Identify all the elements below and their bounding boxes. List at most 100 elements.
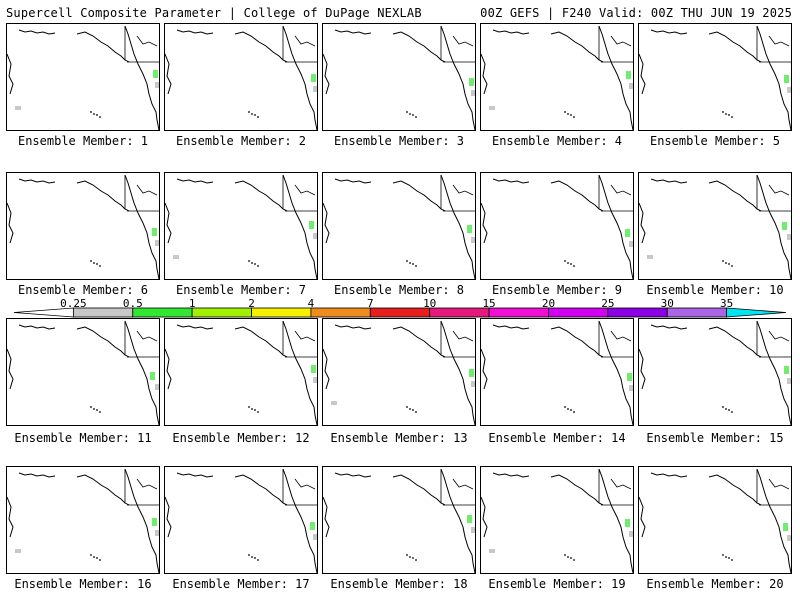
ensemble-map-panel xyxy=(638,23,792,131)
coastline-asia xyxy=(639,202,646,244)
scp-shading xyxy=(152,518,157,526)
hawaii-island xyxy=(567,113,569,115)
aleutian-islands xyxy=(334,29,372,35)
scp-shading xyxy=(467,515,472,523)
scp-shading xyxy=(467,225,472,233)
hawaii-island xyxy=(573,116,575,118)
coastline-alaska xyxy=(76,31,130,63)
hawaii-island xyxy=(96,409,98,411)
ensemble-map-panel xyxy=(638,172,792,280)
aleutian-islands xyxy=(334,178,372,184)
coastline-alaska xyxy=(708,474,762,506)
ensemble-map-panel xyxy=(480,318,634,426)
map-outline xyxy=(323,468,475,573)
ensemble-member-label: Ensemble Member: 15 xyxy=(646,431,784,445)
coastline-asia xyxy=(7,348,14,390)
hawaii-island xyxy=(415,116,417,118)
scp-shading xyxy=(469,78,474,86)
coastline-alaska xyxy=(234,474,288,506)
ensemble-member-label: Ensemble Member: 9 xyxy=(491,283,623,297)
hawaii-island xyxy=(725,262,727,264)
ensemble-map-panel xyxy=(480,172,634,280)
ensemble-map-panel xyxy=(638,466,792,574)
hawaii-island xyxy=(99,265,101,267)
scp-shading xyxy=(469,369,474,377)
coastline-asia xyxy=(7,496,14,538)
coastline-alaska xyxy=(392,180,446,212)
coastline-north-america xyxy=(756,468,791,573)
coastline-asia xyxy=(323,348,330,390)
scp-shading xyxy=(489,549,495,553)
hawaii-island xyxy=(96,557,98,559)
hawaii-island xyxy=(90,260,92,262)
hawaii-island xyxy=(728,263,730,265)
aleutian-islands xyxy=(176,29,214,35)
ensemble-member-label: Ensemble Member: 4 xyxy=(491,134,623,148)
map-outline xyxy=(481,174,633,279)
ensemble-member-label: Ensemble Member: 7 xyxy=(175,283,307,297)
map-outline xyxy=(165,320,317,425)
colorbar-segment xyxy=(251,307,312,318)
arctic-coast xyxy=(768,330,790,342)
hawaii-island xyxy=(731,116,733,118)
coastline-north-america xyxy=(756,174,791,279)
arctic-coast xyxy=(294,184,316,196)
aleutian-islands xyxy=(18,324,56,330)
ensemble-map-panel xyxy=(6,172,160,280)
colorbar-tick-label: 2 xyxy=(248,297,255,310)
coastline-asia xyxy=(323,53,330,95)
scp-shading xyxy=(313,377,317,383)
hawaii-island xyxy=(564,260,566,262)
arctic-coast xyxy=(294,35,316,47)
hawaii-island xyxy=(96,114,98,116)
map-outline xyxy=(165,25,317,130)
hawaii-island xyxy=(573,265,575,267)
hawaii-island xyxy=(90,111,92,113)
scp-shading xyxy=(783,523,788,531)
hawaii-island xyxy=(728,114,730,116)
hawaii-island xyxy=(248,406,250,408)
scp-shading xyxy=(782,222,787,230)
coastline-alaska xyxy=(550,474,604,506)
map-outline xyxy=(7,174,159,279)
hawaii-island xyxy=(99,559,101,561)
hawaii-island xyxy=(406,111,408,113)
coastline-north-america xyxy=(282,468,317,573)
ensemble-member-label: Ensemble Member: 13 xyxy=(330,431,468,445)
ensemble-member-label: Ensemble Member: 5 xyxy=(649,134,781,148)
coastline-north-america xyxy=(598,25,633,130)
scp-shading xyxy=(787,234,791,240)
ensemble-member-label: Ensemble Member: 14 xyxy=(488,431,626,445)
hawaii-island xyxy=(254,409,256,411)
hawaii-island xyxy=(415,411,417,413)
scp-shading xyxy=(313,86,317,92)
scp-shading xyxy=(784,366,789,374)
arctic-coast xyxy=(610,184,632,196)
hawaii-island xyxy=(570,557,572,559)
coastline-alaska xyxy=(234,31,288,63)
hawaii-island xyxy=(567,408,569,410)
scp-shading xyxy=(155,240,159,246)
map-outline xyxy=(481,25,633,130)
aleutian-islands xyxy=(334,324,372,330)
aleutian-islands xyxy=(650,472,688,478)
scp-shading xyxy=(787,378,791,384)
hawaii-island xyxy=(251,113,253,115)
hawaii-island xyxy=(412,409,414,411)
hawaii-island xyxy=(573,411,575,413)
coastline-asia xyxy=(165,496,172,538)
ensemble-map-panel xyxy=(164,23,318,131)
aleutian-islands xyxy=(492,29,530,35)
run-valid-time: 00Z GEFS | F240 Valid: 00Z THU JUN 19 20… xyxy=(480,6,792,20)
colorbar-tick-label: 1 xyxy=(188,297,196,310)
arctic-coast xyxy=(136,184,158,196)
scp-shading xyxy=(626,71,631,79)
colorbar-segment xyxy=(191,307,252,318)
hawaii-island xyxy=(570,409,572,411)
ensemble-map-panel xyxy=(480,23,634,131)
coastline-alaska xyxy=(234,326,288,358)
coastline-asia xyxy=(7,53,14,95)
map-outline xyxy=(481,320,633,425)
hawaii-island xyxy=(251,556,253,558)
map-outline xyxy=(639,320,791,425)
